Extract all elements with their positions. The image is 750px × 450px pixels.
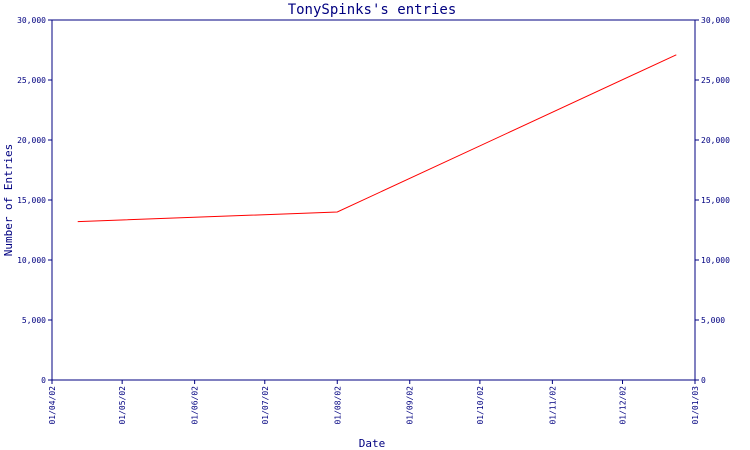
y-tick-label-right: 10,000 [701, 256, 730, 265]
y-axis-label: Number of Entries [2, 144, 15, 257]
x-axis: 01/04/02 01/05/02 01/06/02 01/07/02 01/08/02… [48, 380, 700, 425]
x-tick-label: 01/08/02 [333, 386, 342, 425]
y-tick-label-right: 0 [701, 376, 706, 385]
y-tick-label-right: 20,000 [701, 136, 730, 145]
chart-title: TonySpinks's entries [288, 2, 457, 18]
y-tick-label-left: 0 [41, 376, 46, 385]
x-tick-label: 01/05/02 [118, 386, 127, 425]
y-tick-label-left: 10,000 [17, 256, 46, 265]
y-axis-left: 0 5,000 10,000 15,000 20,000 25,000 30,000 [17, 16, 52, 385]
x-tick-label: 01/04/02 [48, 386, 57, 425]
x-tick-label: 01/11/02 [548, 386, 557, 425]
y-tick-label-left: 25,000 [17, 76, 46, 85]
series-group [77, 54, 677, 223]
x-tick-label: 01/01/03 [691, 386, 700, 425]
plot-area [51, 19, 696, 381]
y-tick-label-left: 20,000 [17, 136, 46, 145]
y-tick-label-right: 5,000 [701, 316, 725, 325]
y-tick-label-right: 25,000 [701, 76, 730, 85]
y-axis-right: 0 5,000 10,000 15,000 20,000 25,000 30,000 [695, 16, 730, 385]
y-tick-label-right: 30,000 [701, 16, 730, 25]
x-tick-label: 01/07/02 [261, 386, 270, 425]
y-tick-label-right: 15,000 [701, 196, 730, 205]
x-tick-label: 01/12/02 [619, 386, 628, 425]
y-tick-label-left: 15,000 [17, 196, 46, 205]
x-tick-label: 01/10/02 [476, 386, 485, 425]
y-tick-label-left: 30,000 [17, 16, 46, 25]
x-axis-label: Date [359, 437, 386, 450]
x-tick-label: 01/06/02 [191, 386, 200, 425]
x-tick-label: 01/09/02 [406, 386, 415, 425]
y-tick-label-left: 5,000 [22, 316, 46, 325]
series-line [77, 54, 677, 223]
